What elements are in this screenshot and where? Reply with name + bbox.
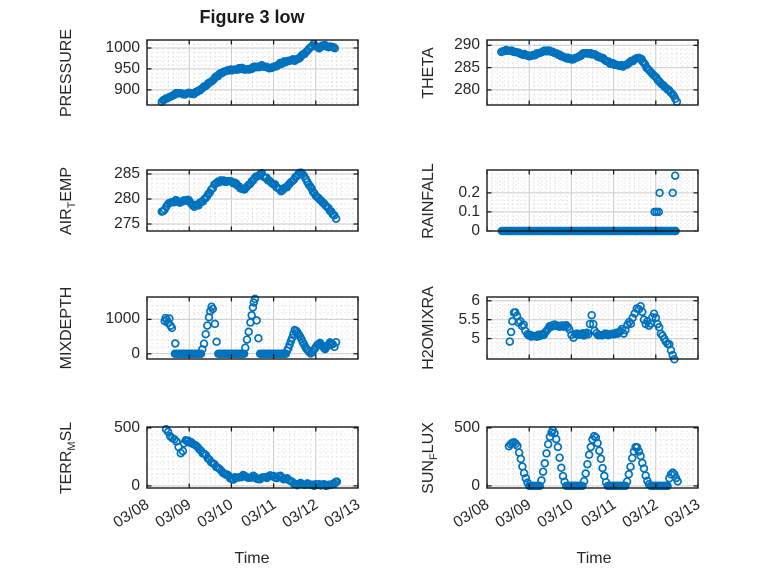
y-tick-label-mixdepth-0: 0 <box>131 344 140 362</box>
grid-rainfall <box>487 170 698 231</box>
subplot-pressure <box>146 39 359 107</box>
subplot-h2omixra <box>486 296 699 364</box>
data-series-mixdepth <box>160 294 341 359</box>
y-tick-label-pressure-900: 900 <box>114 80 140 98</box>
y-axis-label-subscript: T <box>66 201 79 208</box>
y-tick-label-pressure-950: 950 <box>114 59 140 77</box>
data-series-h2omixra <box>505 301 679 364</box>
y-tick-label-theta-280: 280 <box>454 80 480 98</box>
subplot-air-temp <box>146 168 359 232</box>
y-tick-label-rainfall-0.1: 0.1 <box>458 202 480 220</box>
y-axis-label-terr-msl: TERRMSL <box>58 358 78 558</box>
y-tick-label-sun-flux-0: 0 <box>471 476 480 494</box>
y-axis-label-subscript: F <box>428 452 441 460</box>
subplot-mixdepth <box>146 294 359 360</box>
y-tick-label-rainfall-0.2: 0.2 <box>458 183 480 201</box>
subplot-terr-msl <box>146 424 359 491</box>
axis-ticks-terr-msl <box>146 427 359 488</box>
data-series-pressure <box>157 39 340 107</box>
y-tick-label-rainfall-0: 0 <box>471 222 480 239</box>
axis-ticks-pressure <box>146 40 359 105</box>
y-tick-label-terr-msl-500: 500 <box>114 418 140 436</box>
y-tick-label-pressure-1000: 1000 <box>105 38 140 56</box>
axes-box-pressure <box>146 39 359 106</box>
axes-box-rainfall <box>486 169 699 232</box>
axis-ticks-h2omixra <box>486 297 699 359</box>
axes-box-h2omixra <box>486 296 699 360</box>
y-tick-label-air-temp-280: 280 <box>114 190 140 207</box>
y-tick-label-terr-msl-0: 0 <box>131 476 140 494</box>
axis-ticks-sun-flux <box>486 427 699 488</box>
y-axis-label-text: SL <box>58 421 75 441</box>
axis-ticks-mixdepth <box>146 297 359 359</box>
axis-ticks-air-temp <box>146 170 359 231</box>
data-series-sun-flux <box>504 425 682 491</box>
y-tick-label-theta-285: 285 <box>454 58 480 76</box>
data-series-air-temp <box>157 168 341 223</box>
y-axis-label-text: EMP <box>58 166 75 202</box>
x-axis-title-right: Time <box>576 550 612 567</box>
axes-box-mixdepth <box>146 296 359 360</box>
figure-title: Figure 3 low <box>199 7 305 27</box>
y-axis-label-text: TERR <box>58 450 75 494</box>
subplot-sun-flux <box>486 425 699 491</box>
data-series-theta <box>497 45 682 107</box>
y-tick-label-air-temp-285: 285 <box>114 165 140 182</box>
axes-box-air-temp <box>146 169 359 232</box>
axis-ticks-rainfall <box>486 170 699 232</box>
subplot-theta <box>486 39 699 107</box>
data-series-terr-msl <box>161 424 342 491</box>
axes-box-terr-msl <box>146 426 359 489</box>
y-tick-label-h2omixra-5: 5 <box>471 329 480 347</box>
y-axis-label-text: MIXDEPTH <box>58 286 75 370</box>
y-tick-label-h2omixra-5.5: 5.5 <box>458 310 480 328</box>
y-tick-label-theta-290: 290 <box>454 36 480 54</box>
y-tick-label-sun-flux-500: 500 <box>454 418 480 436</box>
axes-box-theta <box>486 39 699 106</box>
axes-box-sun-flux <box>486 426 699 489</box>
y-tick-label-h2omixra-6: 6 <box>471 291 480 309</box>
y-tick-label-air-temp-275: 275 <box>114 215 140 232</box>
y-axis-label-subscript: M <box>66 440 79 451</box>
grid-air-temp <box>147 170 358 231</box>
x-axis-title-left: Time <box>234 550 270 567</box>
y-tick-label-mixdepth-1000: 1000 <box>105 310 140 328</box>
subplot-rainfall <box>486 169 699 236</box>
axis-ticks-theta <box>486 40 699 105</box>
